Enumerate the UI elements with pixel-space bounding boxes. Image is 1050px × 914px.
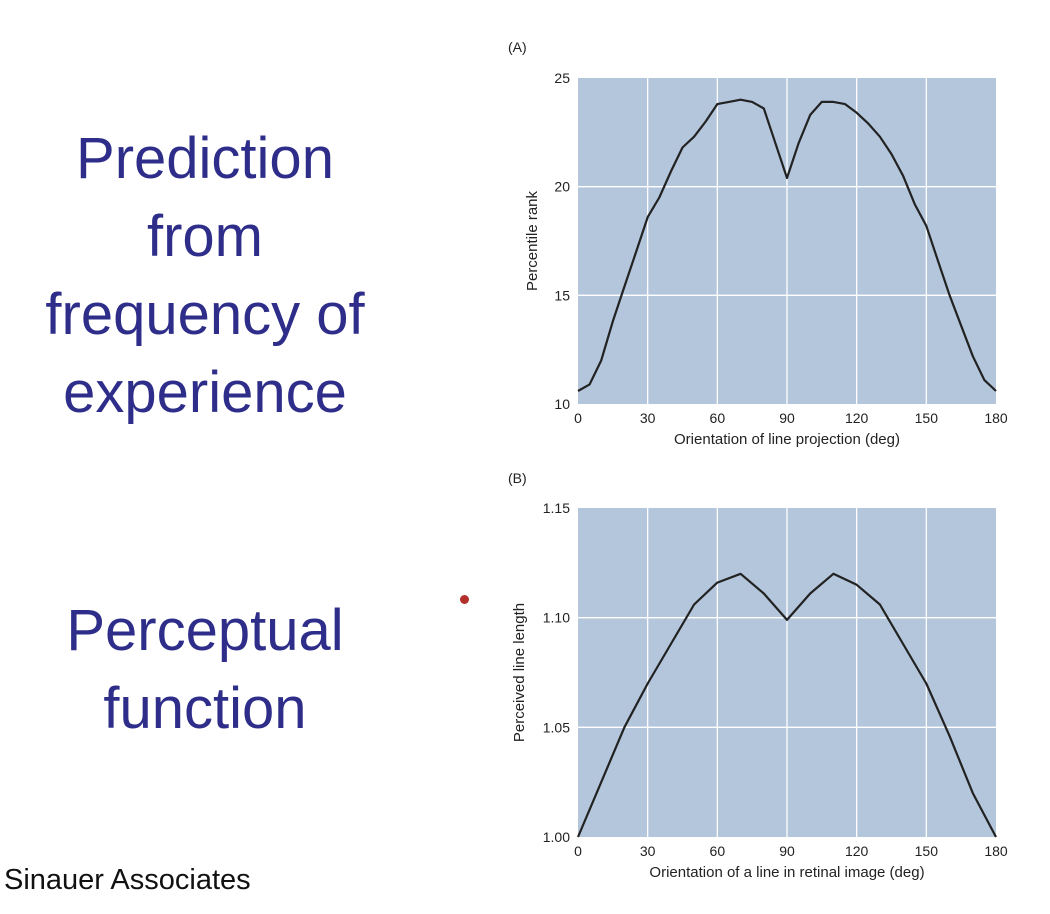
x-tick-label: 180	[984, 410, 1008, 426]
x-tick-label: 150	[915, 843, 939, 859]
y-tick-label: 1.05	[543, 719, 570, 735]
x-axis-label: Orientation of line projection (deg)	[674, 431, 900, 448]
x-tick-label: 30	[640, 843, 656, 859]
prediction-heading: Prediction from frequency of experience	[0, 120, 410, 432]
y-axis-label: Percentile rank	[524, 190, 541, 291]
heading-line: from	[147, 204, 263, 269]
perceptual-heading: Perceptual function	[0, 592, 410, 748]
y-tick-label: 25	[554, 70, 570, 86]
x-tick-label: 30	[640, 410, 656, 426]
y-tick-label: 10	[554, 396, 570, 412]
y-tick-label: 1.15	[543, 500, 570, 516]
series-line	[576, 572, 997, 838]
x-tick-label: 0	[574, 843, 582, 859]
y-tick-label: 1.10	[543, 610, 570, 626]
y-tick-label: 1.00	[543, 829, 570, 845]
credit-text: Sinauer Associates	[4, 864, 251, 896]
heading-line: Perceptual	[66, 598, 344, 663]
x-tick-label: 90	[779, 843, 795, 859]
panel-label: (B)	[508, 470, 527, 486]
y-tick-label: 15	[554, 287, 570, 303]
series-line	[577, 98, 997, 392]
x-tick-label: 60	[710, 410, 726, 426]
x-axis-label: Orientation of a line in retinal image (…	[649, 864, 924, 881]
x-tick-label: 90	[779, 410, 795, 426]
y-axis-label: Perceived line length	[511, 603, 528, 742]
x-tick-label: 150	[915, 410, 939, 426]
x-tick-label: 180	[984, 843, 1008, 859]
x-tick-label: 60	[710, 843, 726, 859]
x-tick-label: 0	[574, 410, 582, 426]
heading-line: frequency of	[45, 282, 365, 347]
x-tick-label: 120	[845, 410, 869, 426]
panel-label: (A)	[508, 39, 527, 55]
pointer-dot	[460, 595, 469, 604]
x-tick-label: 120	[845, 843, 869, 859]
heading-line: function	[103, 676, 307, 741]
heading-line: experience	[63, 360, 347, 425]
heading-line: Prediction	[76, 126, 334, 191]
y-tick-label: 20	[554, 179, 570, 195]
